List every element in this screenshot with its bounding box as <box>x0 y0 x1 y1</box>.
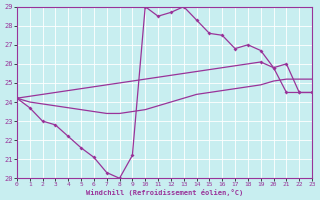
X-axis label: Windchill (Refroidissement éolien,°C): Windchill (Refroidissement éolien,°C) <box>86 189 243 196</box>
